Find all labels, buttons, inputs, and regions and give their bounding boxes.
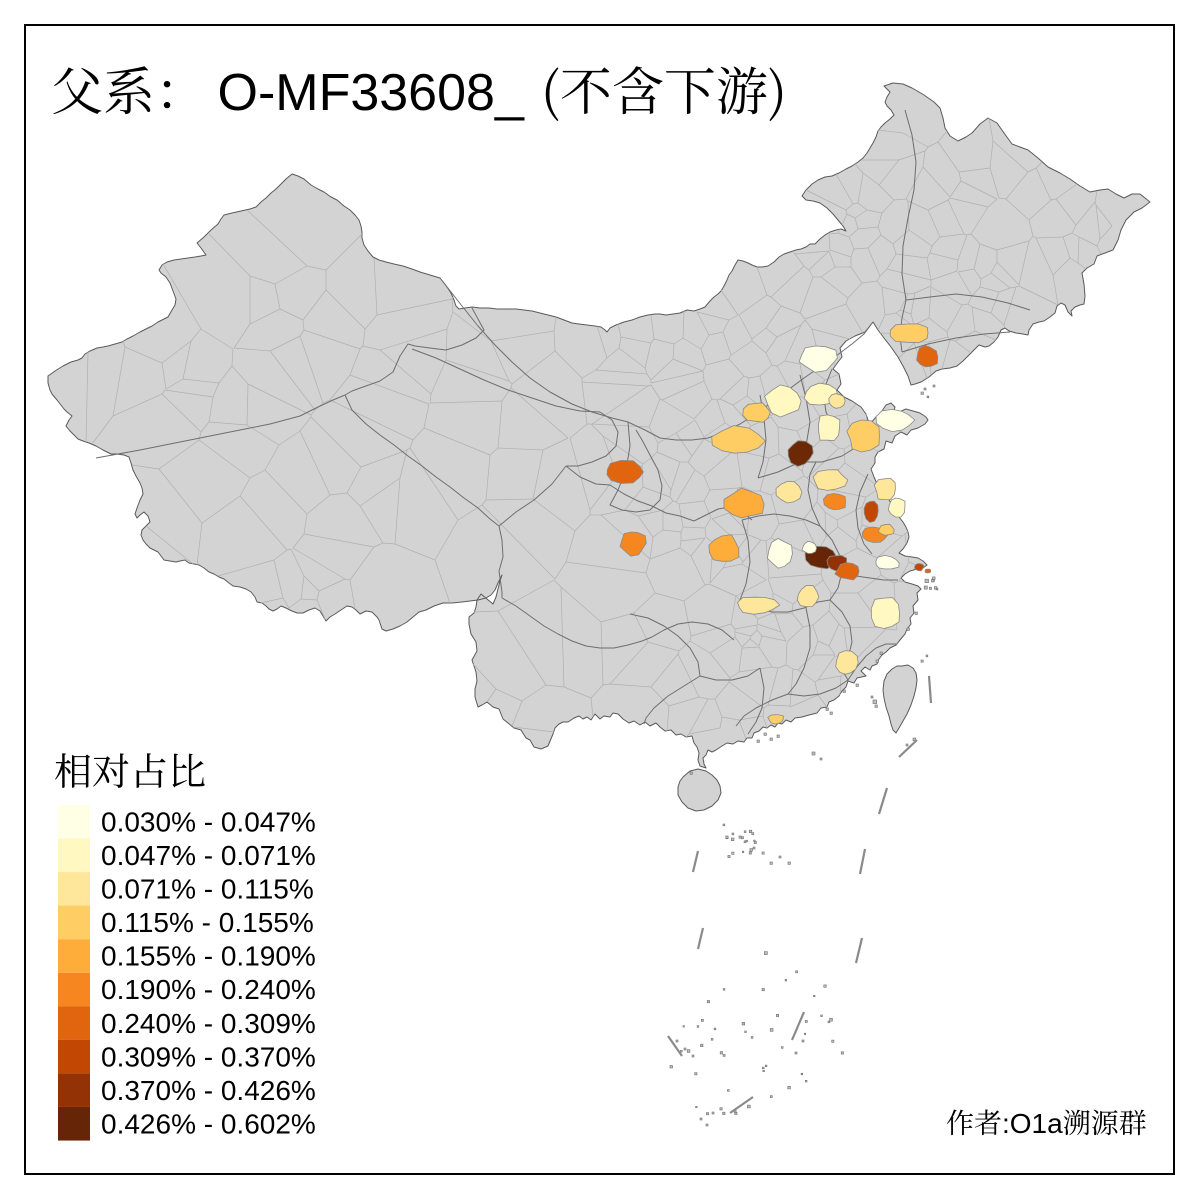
svg-text:0.240% - 0.309%: 0.240% - 0.309% <box>101 1008 316 1039</box>
svg-text:0.047% - 0.071%: 0.047% - 0.071% <box>101 840 316 871</box>
svg-text:0.426% - 0.602%: 0.426% - 0.602% <box>101 1108 316 1139</box>
svg-text:0.071% - 0.115%: 0.071% - 0.115% <box>101 874 314 905</box>
svg-text::O1a: :O1a <box>1002 1108 1063 1139</box>
svg-text:0.190% - 0.240%: 0.190% - 0.240% <box>101 974 316 1005</box>
svg-text:0.370% - 0.426%: 0.370% - 0.426% <box>101 1075 316 1106</box>
svg-text:0.309% - 0.370%: 0.309% - 0.370% <box>101 1041 316 1072</box>
svg-text:0.030% - 0.047%: 0.030% - 0.047% <box>101 807 316 838</box>
svg-text:0.155% - 0.190%: 0.155% - 0.190% <box>101 941 316 972</box>
svg-text:O-MF33608_: O-MF33608_ <box>218 64 525 122</box>
svg-text:0.115% - 0.155%: 0.115% - 0.155% <box>101 907 314 938</box>
